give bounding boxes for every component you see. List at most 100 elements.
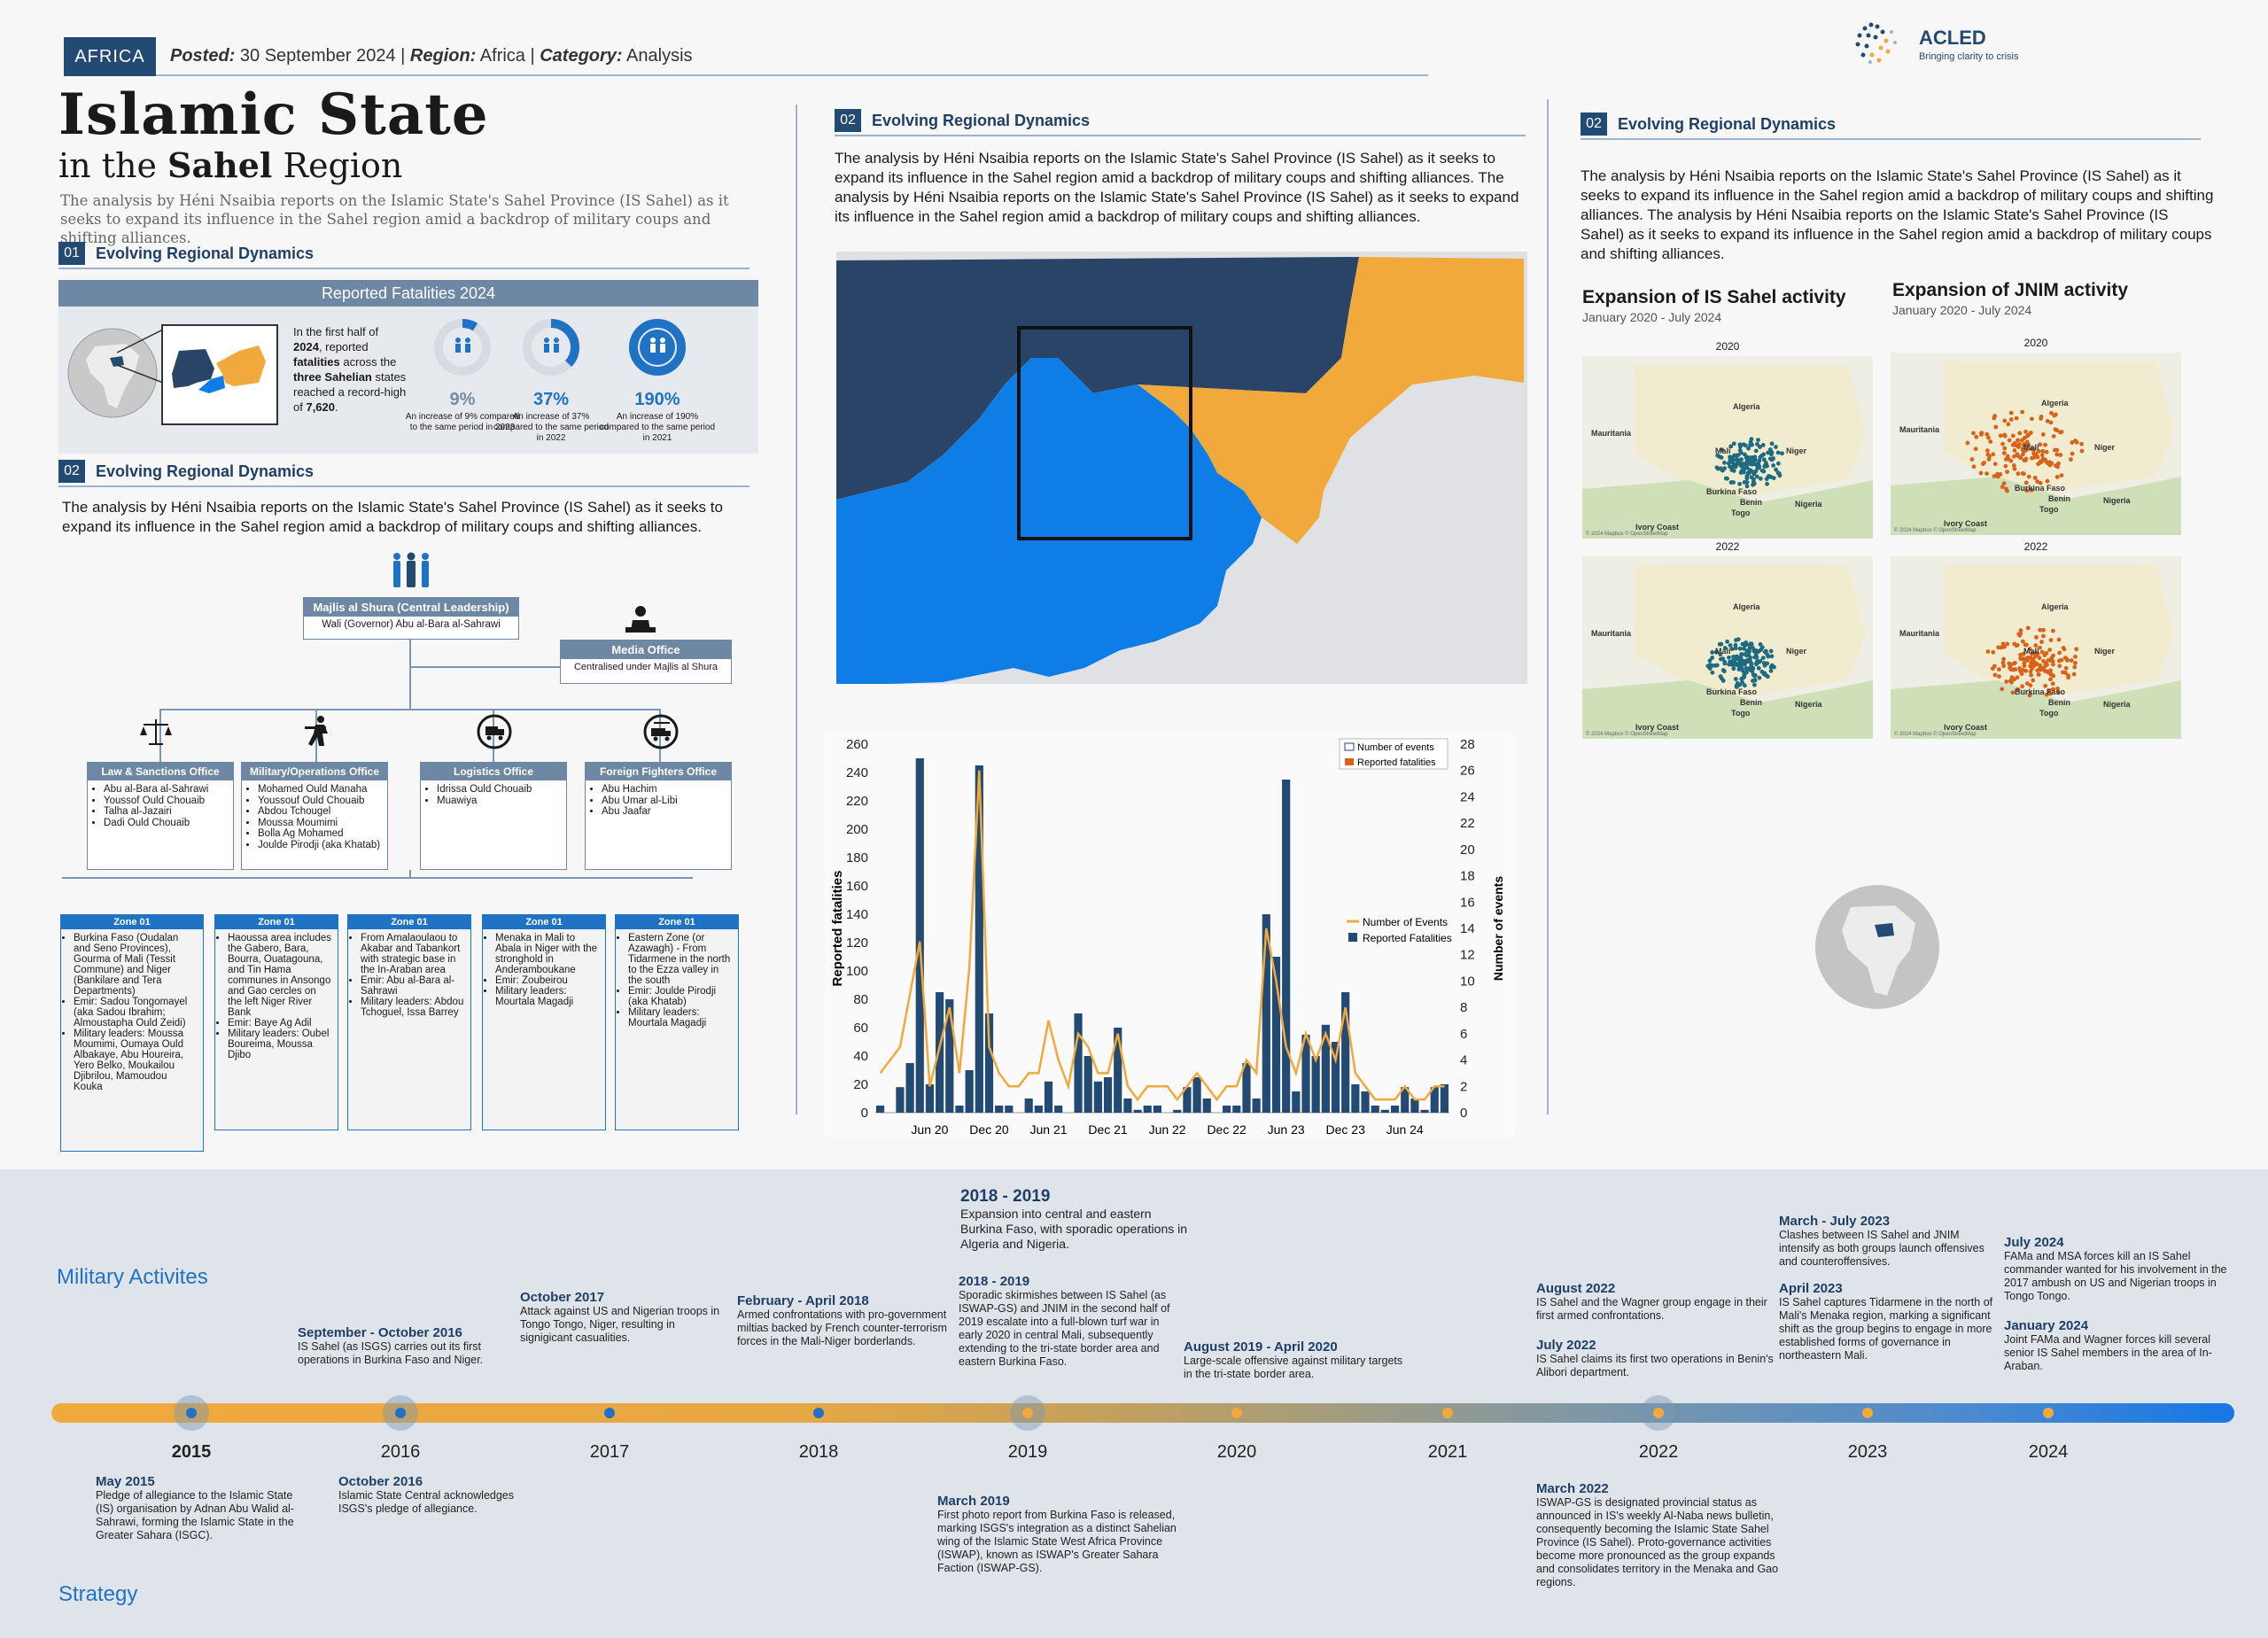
fatalities-events-chart[interactable]: 0204060801001201401601802002202402600246… bbox=[824, 732, 1515, 1137]
event-point bbox=[1750, 669, 1755, 674]
timeline-event[interactable]: March 2022 ISWAP-GS is designated provinc… bbox=[1536, 1481, 1790, 1589]
africa-globe-icon bbox=[1815, 885, 1939, 1009]
timeline-event[interactable]: August 2022 IS Sahel and the Wagner group… bbox=[1536, 1281, 1784, 1323]
event-text: Clashes between IS Sahel and JNIM intens… bbox=[1779, 1229, 1984, 1268]
event-point bbox=[1751, 682, 1757, 687]
activity-map-frame[interactable]: 2020 Algeria Mauritania Mali Niger Burkina Fa… bbox=[1582, 340, 1873, 540]
event-text: IS Sahel (as ISGS) carries out its first… bbox=[298, 1340, 484, 1366]
timeline-event[interactable]: 2018 - 2019 Expansion into central and ea… bbox=[960, 1187, 1200, 1252]
year-label: 2018 bbox=[798, 1442, 839, 1462]
stat-percent: 9% bbox=[449, 390, 476, 409]
year-dot[interactable] bbox=[1442, 1408, 1453, 1418]
timeline-event[interactable]: August 2019 - April 2020 Large-scale offe… bbox=[1184, 1339, 1414, 1381]
event-point bbox=[1718, 652, 1723, 657]
year-dot[interactable] bbox=[186, 1408, 197, 1418]
x-tick-label: Dec 20 bbox=[969, 1122, 1009, 1137]
year-dot[interactable] bbox=[1231, 1408, 1242, 1418]
timeline-event[interactable]: July 2024 FAMa and MSA forces kill an IS … bbox=[2004, 1235, 2243, 1303]
timeline-event[interactable]: 2018 - 2019 Sporadic skirmishes between I… bbox=[959, 1274, 1180, 1369]
timeline-event[interactable]: March - July 2023 Clashes between IS Sahe… bbox=[1779, 1214, 2009, 1269]
office-box[interactable]: Law & Sanctions OfficeAbu al-Bara al-Sah… bbox=[87, 762, 234, 870]
year-dot[interactable] bbox=[395, 1408, 406, 1418]
zone-box[interactable]: Zone 01 Eastern Zone (or Azawagh) - From … bbox=[615, 914, 739, 1130]
office-member: Abu Umar al-Libi bbox=[602, 796, 726, 807]
timeline-event[interactable]: January 2024 Joint FAMa and Wagner forces… bbox=[2004, 1318, 2243, 1373]
year-dot[interactable] bbox=[604, 1408, 615, 1418]
event-point bbox=[2066, 673, 2070, 678]
fatality-bar bbox=[1114, 1028, 1122, 1113]
event-point bbox=[1775, 461, 1781, 466]
office-box[interactable]: Foreign Fighters OfficeAbu HachimAbu Uma… bbox=[585, 762, 732, 870]
activity-map: Algeria Mauritania Mali Niger Burkina FasoBe… bbox=[1891, 353, 2181, 535]
event-point bbox=[2031, 656, 2036, 662]
event-point bbox=[2005, 470, 2009, 475]
map-country-label: Ivory Coast bbox=[1635, 723, 1679, 732]
event-point bbox=[2040, 448, 2046, 454]
office-box[interactable]: Logistics OfficeIdrissa Ould ChouaibMuaw… bbox=[420, 762, 567, 870]
event-point bbox=[2037, 656, 2042, 661]
map-country-label: Togo bbox=[1731, 709, 1751, 718]
event-point bbox=[1998, 433, 2003, 439]
year-dot[interactable] bbox=[2043, 1408, 2054, 1418]
section-02-header: 02 Evolving Regional Dynamics bbox=[58, 457, 750, 487]
office-box[interactable]: Military/Operations OfficeMohamed Ould M… bbox=[241, 762, 388, 870]
ft-2: 2024 bbox=[293, 340, 319, 353]
event-point bbox=[2033, 643, 2039, 648]
year-dot[interactable] bbox=[1862, 1408, 1873, 1418]
fatalities-heading: Reported Fatalities 2024 bbox=[58, 280, 758, 307]
timeline-event[interactable]: July 2022 IS Sahel claims its first two o… bbox=[1536, 1338, 1784, 1379]
region-value[interactable]: Africa bbox=[479, 46, 525, 66]
zone-box[interactable]: Zone 01 Haoussa area includes the Gabero,… bbox=[214, 914, 338, 1130]
year-dot[interactable] bbox=[1022, 1408, 1033, 1418]
map-attribution: © 2024 Mapbox © OpenStreetMap bbox=[1586, 531, 1668, 537]
timeline-event[interactable]: February - April 2018 Armed confrontation… bbox=[737, 1293, 959, 1348]
event-point bbox=[2016, 471, 2021, 477]
activity-map-frame[interactable]: 2022 Algeria Mauritania Mali Niger Burkina Fa… bbox=[1891, 540, 2181, 741]
zone-box[interactable]: Zone 01 From Amalaoulaou to Akabar and Ta… bbox=[347, 914, 471, 1130]
media-office-box[interactable]: Media Office Centralised under Majlis al… bbox=[560, 640, 732, 684]
category-value[interactable]: Analysis bbox=[626, 46, 693, 66]
fighter-head bbox=[455, 338, 461, 343]
event-point bbox=[2038, 459, 2043, 464]
timeline-event[interactable]: September - October 2016 IS Sahel (as ISG… bbox=[298, 1325, 528, 1367]
zone-box[interactable]: Zone 01 Burkina Faso (Oudalan and Seno Pr… bbox=[60, 914, 204, 1152]
event-text: Expansion into central and eastern Burki… bbox=[960, 1207, 1188, 1251]
y-tick-label: 180 bbox=[846, 850, 868, 866]
leadership-box[interactable]: Majlis al Shura (Central Leadership) Wal… bbox=[303, 597, 519, 640]
fighter-head bbox=[554, 338, 559, 343]
map-country-label: Burkina Faso bbox=[2015, 484, 2066, 493]
timeline-event[interactable]: October 2016 Islamic State Central acknow… bbox=[338, 1474, 524, 1516]
office-member: Bolla Ag Mohamed bbox=[258, 828, 382, 840]
fighter-head bbox=[465, 338, 470, 343]
year-dot[interactable] bbox=[813, 1408, 824, 1418]
event-point bbox=[2064, 656, 2070, 662]
section-02c-paragraph: The analysis by Héni Nsaibia reports on … bbox=[1581, 167, 2214, 262]
fatality-bar bbox=[1242, 1063, 1251, 1113]
event-point bbox=[1713, 649, 1719, 655]
sahel-region-map[interactable] bbox=[836, 252, 1527, 684]
subtitle-bold: Sahel bbox=[167, 145, 273, 185]
event-point bbox=[2003, 463, 2008, 469]
stat-description: An increase of 190% compared to the same… bbox=[599, 412, 716, 443]
activity-map-frame[interactable]: 2022 Algeria Mauritania Mali Niger Burkina Fa… bbox=[1582, 540, 1873, 741]
event-date: October 2016 bbox=[338, 1474, 423, 1489]
map-country-label: Ivory Coast bbox=[1635, 523, 1679, 532]
fatality-bar bbox=[1054, 1106, 1063, 1113]
timeline-event[interactable]: March 2019 First photo report from Burkin… bbox=[937, 1494, 1185, 1575]
activity-map-frame[interactable]: 2020 Algeria Mauritania Mali Niger Burkina Fa… bbox=[1891, 337, 2181, 537]
acled-logo-icon[interactable] bbox=[1847, 16, 1909, 69]
timeline-event[interactable]: October 2017 Attack against US and Nigeri… bbox=[520, 1290, 733, 1345]
region-tag[interactable]: AFRICA bbox=[64, 37, 156, 76]
timeline-event[interactable]: May 2015 Pledge of allegiance to the Isla… bbox=[96, 1474, 299, 1542]
event-point bbox=[1757, 675, 1762, 680]
office-member: Mohamed Ould Manaha bbox=[258, 784, 382, 796]
section-02-paragraph: The analysis by Héni Nsaibia reports on … bbox=[62, 499, 723, 535]
timeline-event[interactable]: April 2023 IS Sahel captures Tidarmene in… bbox=[1779, 1281, 2009, 1362]
zone-box[interactable]: Zone 01 Menaka in Mali to Abala in Niger … bbox=[482, 914, 606, 1130]
event-point bbox=[2073, 654, 2078, 659]
year-dot[interactable] bbox=[1653, 1408, 1664, 1418]
event-date: August 2022 bbox=[1536, 1281, 1616, 1296]
timeline-label-strategy: Strategy bbox=[58, 1582, 138, 1606]
event-point bbox=[2019, 438, 2024, 443]
event-point bbox=[2051, 662, 2055, 667]
